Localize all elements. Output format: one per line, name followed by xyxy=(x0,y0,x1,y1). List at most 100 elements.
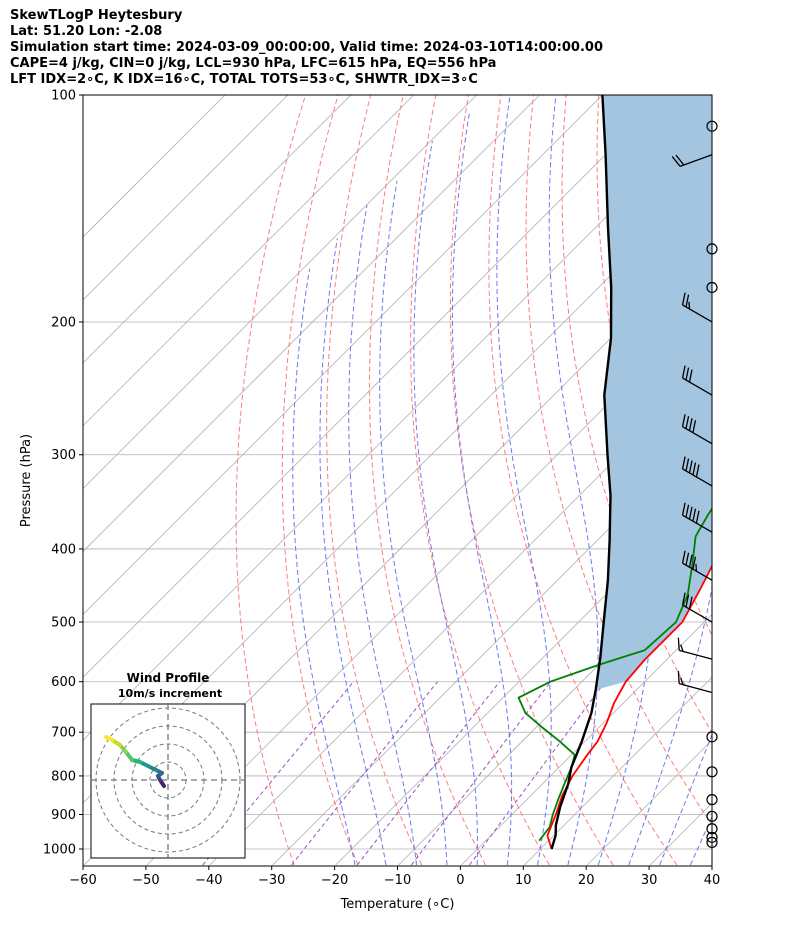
wind-barb-staff xyxy=(682,604,713,623)
mixing-ratio-line xyxy=(410,681,551,866)
x-tick-label: −30 xyxy=(258,873,285,888)
wind-barb-feather xyxy=(692,508,697,522)
isotherm-line xyxy=(83,95,540,553)
moist-adiabat xyxy=(413,140,478,865)
mixing-ratio-line xyxy=(356,681,501,866)
y-tick-label: 1000 xyxy=(43,843,76,858)
wind-barb-feather xyxy=(688,418,693,431)
chart-title: SkewTLogP Heytesbury xyxy=(10,8,183,23)
x-tick-label: 10 xyxy=(515,873,532,888)
moist-adiabat xyxy=(379,180,448,866)
wind-barb-feather xyxy=(677,670,680,684)
y-tick-label: 900 xyxy=(51,808,76,823)
moist-adiabat xyxy=(348,205,417,866)
y-tick-label: 500 xyxy=(51,616,76,631)
dry-adiabat xyxy=(326,95,423,866)
hodograph-segment xyxy=(104,735,114,742)
dry-adiabat xyxy=(449,95,614,866)
isotherm-line xyxy=(83,95,352,364)
mixing-ratio-line xyxy=(469,681,606,866)
wind-barb-feather xyxy=(692,556,697,570)
wind-barb xyxy=(681,592,713,623)
x-tick-label: −50 xyxy=(132,873,159,888)
isotherm-line xyxy=(524,676,712,866)
wind-barb-feather xyxy=(681,502,686,516)
moist-adiabat xyxy=(628,95,712,866)
moist-adiabat xyxy=(659,733,712,866)
dry-adiabat xyxy=(488,95,678,866)
wind-barb xyxy=(681,414,713,445)
isotherm-line xyxy=(83,95,226,238)
wind-barb-feather xyxy=(685,367,690,381)
hodograph-title: Wind Profile xyxy=(127,671,210,685)
x-tick-label: 30 xyxy=(641,873,658,888)
wind-barb xyxy=(681,502,713,533)
parcel-line xyxy=(550,95,613,850)
dry-adiabat xyxy=(281,95,359,866)
calm-wind-marker xyxy=(706,120,718,132)
wind-barb xyxy=(671,154,713,167)
isotherm-line xyxy=(209,362,712,866)
wind-barb-feather xyxy=(685,416,690,429)
wind-barb xyxy=(681,292,713,323)
wind-barb-staff xyxy=(678,683,713,694)
calm-wind-marker xyxy=(706,243,718,255)
isotherm-line xyxy=(83,110,712,741)
x-tick-label: −40 xyxy=(195,873,222,888)
wind-barb-feather xyxy=(681,365,686,379)
isotherm-line xyxy=(83,95,477,490)
isotherm-line xyxy=(83,95,289,301)
x-tick-label: 0 xyxy=(456,873,464,888)
isotherm-line xyxy=(83,95,414,427)
calm-wind-marker xyxy=(706,810,718,822)
y-tick-label: 300 xyxy=(51,448,76,463)
y-tick-label: 100 xyxy=(51,89,76,104)
wind-barb xyxy=(681,365,713,396)
wind-barb-staff xyxy=(682,426,713,445)
dry-adiabat xyxy=(235,95,306,866)
isotherm-line xyxy=(398,550,712,866)
wind-barb xyxy=(681,456,713,487)
wind-barb-feather xyxy=(695,464,700,478)
y-tick-label: 700 xyxy=(51,726,76,741)
wind-barb-feather xyxy=(685,458,690,472)
dry-adiabat xyxy=(368,95,486,866)
calm-wind-marker xyxy=(706,831,718,843)
wind-barb-feather xyxy=(681,292,686,306)
dry-adiabat xyxy=(729,95,794,865)
wind-barb-feather xyxy=(692,420,697,433)
wind-barb-staff xyxy=(679,154,713,167)
indices-line-2: LFT IDX=2∘C, K IDX=16∘C, TOTAL TOTS=53∘C… xyxy=(10,72,478,87)
calm-wind-marker xyxy=(706,281,718,294)
calm-wind-marker xyxy=(706,731,718,743)
wind-barb-feather xyxy=(685,504,690,518)
wind-barb-feather xyxy=(680,677,684,685)
wind-barb-staff xyxy=(678,649,713,660)
wind-barb-staff xyxy=(682,562,713,581)
calm-wind-marker xyxy=(706,766,718,778)
temperature-line xyxy=(546,564,712,850)
wind-barb-feather xyxy=(685,294,690,308)
location-line: Lat: 51.20 Lon: -2.08 xyxy=(10,24,163,39)
wind-barb-feather xyxy=(688,369,693,383)
wind-barb-feather xyxy=(681,414,686,427)
x-tick-label: −10 xyxy=(384,873,411,888)
wind-barb-feather xyxy=(681,456,686,470)
wind-barb xyxy=(677,637,713,660)
wind-barb-feather xyxy=(692,462,697,476)
x-tick-label: −60 xyxy=(69,873,96,888)
chart-header: SkewTLogP Heytesbury Lat: 51.20 Lon: -2.… xyxy=(10,8,603,88)
wind-barb-feather xyxy=(685,594,690,608)
wind-barb-staff xyxy=(682,304,713,323)
wind-barb-feather xyxy=(681,592,686,606)
dry-adiabat xyxy=(762,95,794,865)
y-axis-label: Pressure (hPa) xyxy=(19,434,34,527)
wind-barb-feather xyxy=(675,154,685,166)
isotherm-line xyxy=(713,95,794,865)
hodograph-subtitle: 10m/s increment xyxy=(118,687,222,700)
wind-barb-feather xyxy=(688,506,693,520)
cape-area xyxy=(595,95,712,690)
moist-adiabat xyxy=(496,95,552,866)
calm-wind-marker xyxy=(706,836,718,848)
